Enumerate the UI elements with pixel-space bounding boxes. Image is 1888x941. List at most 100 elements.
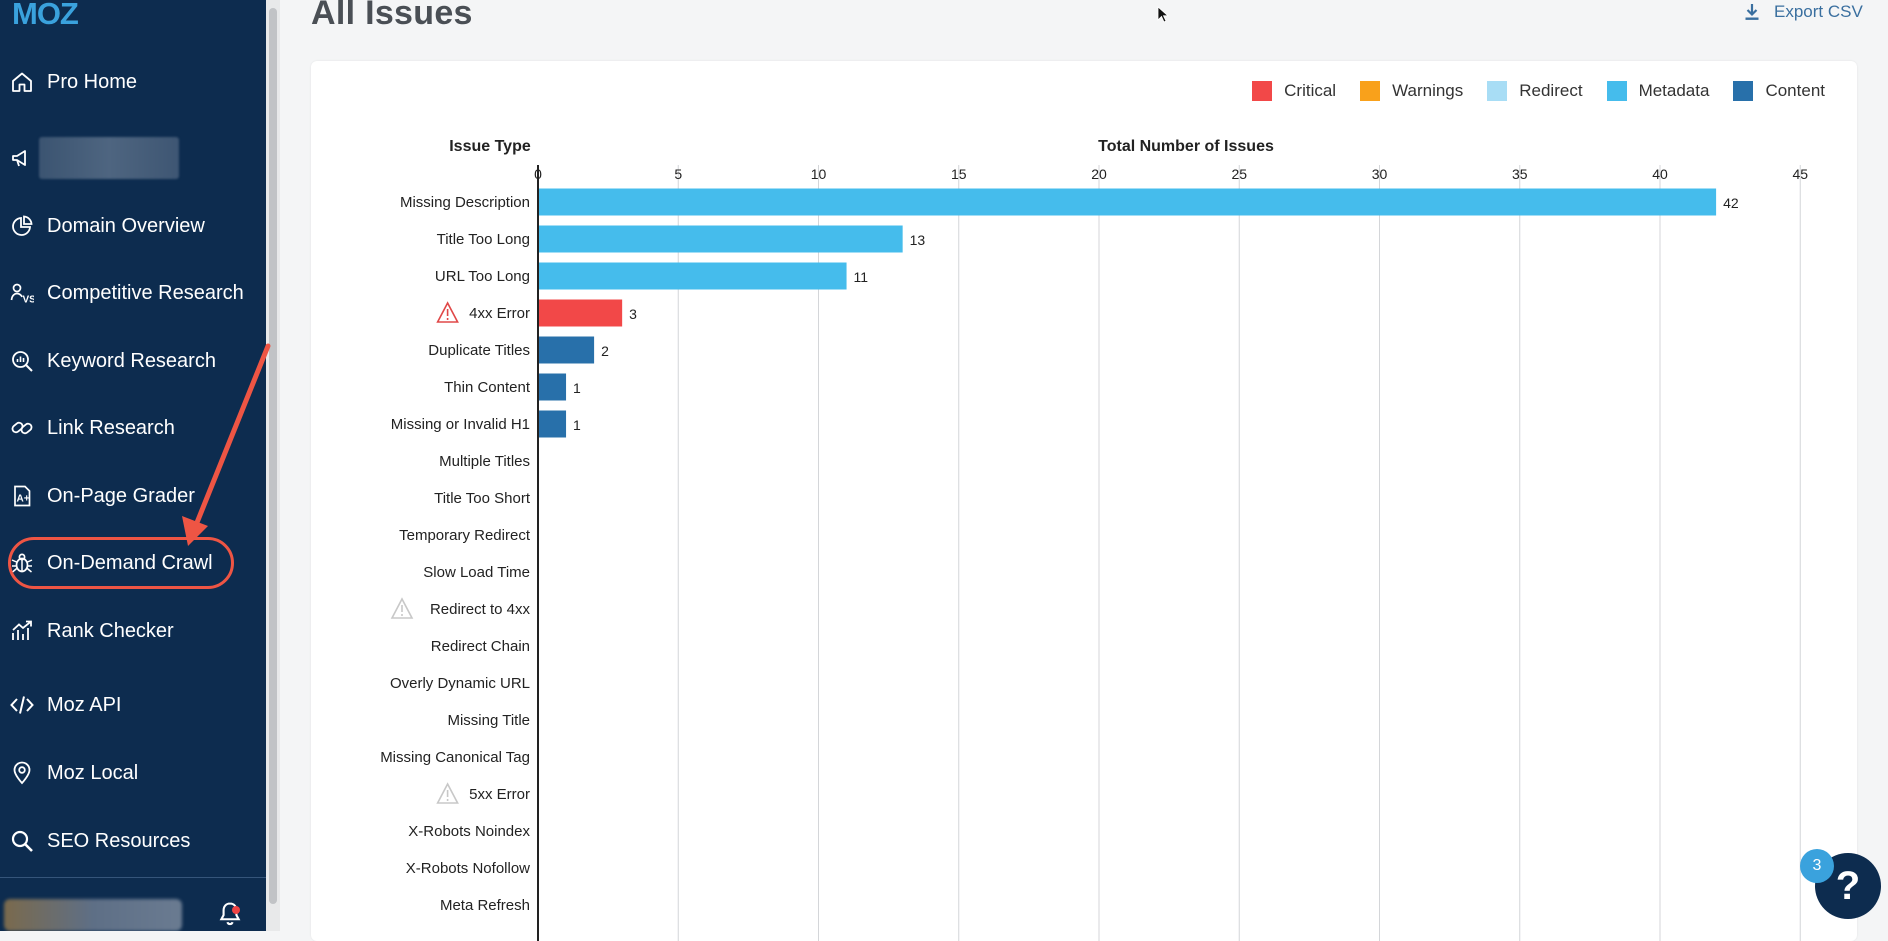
category-axis-header: Issue Type (449, 138, 531, 155)
sidebar-item-moz-local[interactable]: Moz Local (0, 748, 266, 798)
category-label: Duplicate Titles (428, 342, 530, 359)
category-label: Missing Title (447, 712, 530, 729)
x-tick-label: 45 (1792, 166, 1808, 182)
trend-icon (9, 618, 35, 644)
pie-chart-icon (9, 213, 35, 239)
issues-bar-chart: Issue Type Total Number of Issues 0 5 10 15 20… (380, 138, 1808, 941)
category-label: 4xx Error (469, 305, 530, 322)
legend-item-metadata[interactable]: Metadata (1606, 81, 1709, 101)
sidebar-item-competitive-research[interactable]: VS Competitive Research (0, 268, 266, 318)
sidebar-item-on-demand-crawl[interactable]: On-Demand Crawl (0, 538, 266, 588)
legend-swatch (1360, 81, 1381, 101)
sidebar-item-moz-api[interactable]: Moz API (0, 680, 266, 730)
export-csv-button[interactable]: Export CSV (1744, 2, 1863, 22)
category-label: Slow Load Time (423, 564, 530, 581)
bar-missing-or-invalid-h1 (539, 410, 567, 438)
sidebar-item-label: Domain Overview (47, 214, 205, 237)
sidebar-item-keyword-research[interactable]: Keyword Research (0, 336, 266, 386)
help-question-icon: ? (1835, 863, 1861, 908)
search-icon (9, 828, 35, 854)
sidebar-item-label: On-Page Grader (47, 484, 195, 507)
sidebar-item-link-research[interactable]: Link Research (0, 403, 266, 453)
sidebar-scrollbar-thumb[interactable] (269, 8, 277, 904)
notification-dot (232, 906, 240, 914)
user-account-redacted[interactable] (4, 899, 182, 931)
help-notification-badge: 3 (1800, 849, 1834, 883)
moz-logo[interactable]: MOZ (12, 0, 79, 31)
sidebar-item-rank-checker[interactable]: Rank Checker (0, 606, 266, 656)
megaphone-icon (9, 145, 35, 171)
sidebar-item-label: Keyword Research (47, 349, 216, 372)
warning-triangle-icon (390, 597, 414, 619)
sidebar-item-seo-resources[interactable]: SEO Resources (0, 816, 266, 866)
x-tick-label: 35 (1512, 166, 1528, 182)
bell-icon[interactable] (216, 900, 244, 928)
legend-item-content[interactable]: Content (1733, 81, 1825, 101)
sidebar-divider (0, 877, 266, 878)
category-label: URL Too Long (435, 268, 530, 285)
category-label: X-Robots Nofollow (406, 860, 530, 877)
value-axis-header: Total Number of Issues (1098, 138, 1274, 155)
campaign-name-redacted (39, 137, 179, 179)
bar-value-label: 11 (854, 269, 869, 285)
x-tick-label: 20 (1091, 166, 1107, 182)
x-tick-label: 15 (951, 166, 967, 182)
x-tick-label: 30 (1372, 166, 1388, 182)
bar-value-label: 42 (1723, 195, 1739, 211)
category-label: Temporary Redirect (399, 527, 531, 544)
bar-value-label: 13 (910, 232, 926, 248)
bar-value-label: 1 (573, 380, 581, 396)
category-label: Missing or Invalid H1 (391, 416, 530, 433)
sidebar-item-campaign[interactable] (0, 133, 266, 183)
legend-label: Redirect (1519, 81, 1583, 100)
sidebar-item-label: Pro Home (47, 70, 138, 93)
sidebar-item-label: Rank Checker (47, 619, 174, 642)
bar-thin-content (539, 373, 567, 401)
link-icon (9, 415, 35, 441)
sidebar-item-domain-overview[interactable]: Domain Overview (0, 201, 266, 251)
mouse-cursor-icon (1157, 6, 1169, 23)
legend-item-critical[interactable]: Critical (1252, 81, 1336, 101)
keyword-search-icon (9, 348, 35, 374)
sidebar: MOZ Pro Home Domain Overview VS Competitive… (0, 0, 266, 931)
chart-legend: Critical Warnings Redirect Metadata Content (1228, 81, 1825, 101)
sidebar-item-label: Link Research (47, 416, 175, 439)
sidebar-item-label: Moz Local (47, 761, 139, 784)
sidebar-item-label: On-Demand Crawl (47, 551, 213, 574)
sidebar-item-label: SEO Resources (47, 829, 191, 852)
category-label: 5xx Error (469, 786, 530, 803)
bar-value-label: 3 (629, 306, 637, 322)
home-icon (9, 69, 35, 95)
location-pin-icon (9, 760, 35, 786)
versus-icon: VS (9, 280, 35, 306)
category-label: Overly Dynamic URL (390, 675, 530, 692)
issues-chart-card: Critical Warnings Redirect Metadata Content … (311, 61, 1857, 941)
bug-icon (9, 550, 35, 576)
page-title: All Issues (311, 0, 473, 32)
bar-value-label: 2 (601, 343, 609, 359)
legend-item-warnings[interactable]: Warnings (1360, 81, 1463, 101)
category-label: Redirect Chain (431, 638, 530, 655)
bar-title-too-long (539, 225, 903, 253)
legend-swatch (1487, 81, 1508, 101)
export-csv-label: Export CSV (1774, 2, 1863, 21)
x-tick-label: 0 (534, 166, 542, 182)
category-label: Multiple Titles (439, 453, 530, 470)
sidebar-item-label: Competitive Research (47, 281, 244, 304)
legend-label: Critical (1284, 81, 1337, 100)
bar-4xx-error (539, 299, 623, 327)
legend-label: Warnings (1392, 81, 1464, 100)
category-label: Thin Content (444, 379, 531, 396)
legend-label: Content (1765, 81, 1825, 100)
legend-item-redirect[interactable]: Redirect (1487, 81, 1583, 101)
svg-text:VS: VS (23, 295, 35, 306)
legend-swatch (1252, 81, 1273, 101)
category-label: Meta Refresh (440, 897, 530, 914)
x-tick-label: 40 (1652, 166, 1668, 182)
bar-url-too-long (539, 262, 847, 290)
warning-triangle-icon (436, 782, 459, 804)
x-tick-label: 10 (811, 166, 827, 182)
sidebar-item-pro-home[interactable]: Pro Home (0, 57, 266, 107)
svg-text:A+: A+ (17, 494, 30, 505)
sidebar-item-on-page-grader[interactable]: A+ On-Page Grader (0, 471, 266, 521)
